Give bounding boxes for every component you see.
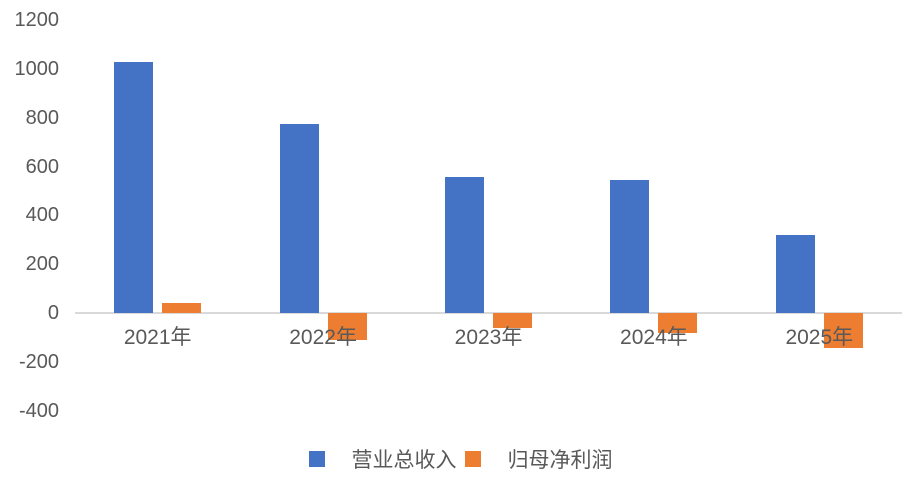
bar-net-profit-2025年 [823, 313, 863, 349]
legend-swatch-net-profit [464, 451, 481, 467]
y-axis-tick-label: 600 [25, 155, 59, 178]
y-axis-tick-label: 1000 [14, 58, 60, 80]
bar-revenue-2025年 [775, 235, 815, 313]
x-axis-label-2023年: 2023年 [454, 326, 523, 349]
y-axis-tick-label: 1200 [14, 9, 60, 32]
x-axis-line [75, 312, 902, 314]
legend: 营业总收入 归母净利润 [0, 444, 921, 474]
y-axis-tick-label: 200 [25, 253, 59, 276]
y-axis-tick-label: 400 [25, 204, 59, 227]
y-axis-tick-label: -200 [18, 350, 59, 373]
bar-net-profit-2022年 [327, 313, 367, 340]
bar-net-profit-2024年 [658, 313, 698, 333]
legend-label-revenue: 营业总收入 [351, 449, 457, 472]
bar-revenue-2023年 [445, 177, 484, 313]
x-axis-label-2021年: 2021年 [123, 326, 192, 349]
y-axis-tick-label: 0 [47, 302, 59, 324]
legend-item-revenue: 营业总收入 [308, 444, 457, 474]
x-axis-label-2025年: 2025年 [785, 326, 854, 349]
bar-net-profit-2023年 [493, 313, 532, 329]
y-axis-tick-label: -400 [18, 399, 59, 422]
legend-label-net-profit: 归母净利润 [507, 449, 613, 472]
x-axis-label-2024年: 2024年 [620, 326, 688, 349]
legend-item-net-profit: 归母净利润 [464, 444, 613, 474]
bar-revenue-2022年 [279, 123, 319, 313]
legend-swatch-revenue [308, 451, 325, 467]
bar-revenue-2024年 [610, 180, 650, 313]
bar-net-profit-2021年 [162, 303, 202, 313]
y-axis-tick-label: 800 [25, 106, 59, 129]
bar-revenue-2021年 [114, 61, 154, 313]
x-axis-label-2022年: 2022年 [289, 326, 357, 349]
